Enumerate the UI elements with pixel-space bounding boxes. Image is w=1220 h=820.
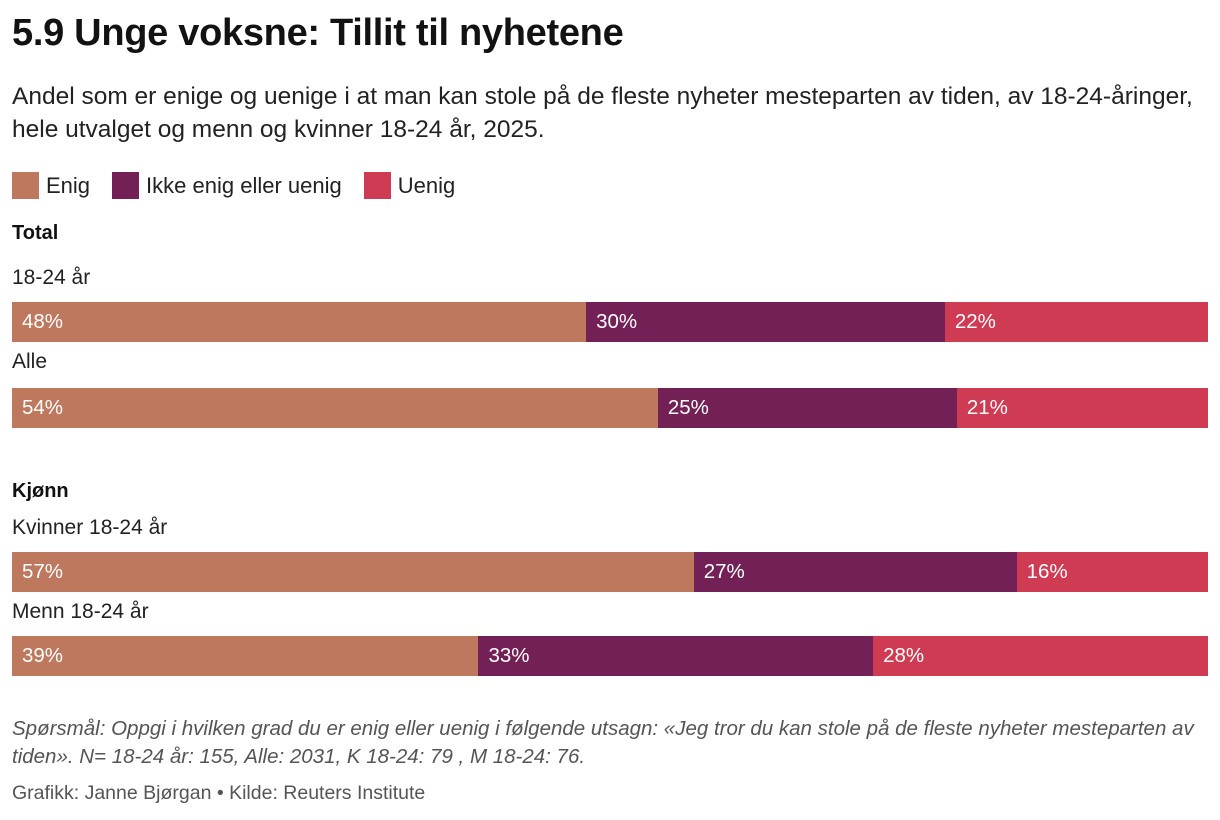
bar-segment-enig: [12, 636, 479, 676]
legend-swatch-ikke-enig-eller-uenig: [112, 172, 140, 199]
legend-item-ikke-enig-eller-uenig: Ikke enig eller uenig: [112, 172, 342, 199]
data-label-ikke-enig-eller-uenig: 27%: [703, 560, 745, 583]
data-label-uenig: 21%: [966, 396, 1008, 419]
data-label-uenig: 28%: [883, 644, 925, 667]
bar-menn-18-24-r: 39% 33% 28%: [12, 636, 1209, 676]
chart-title: 5.9 Unge voksne: Tillit til nyhetene: [12, 12, 624, 54]
legend-swatch-enig: [12, 172, 39, 199]
legend-label-uenig: Uenig: [397, 172, 456, 198]
data-label-uenig: 16%: [1026, 560, 1068, 583]
legend-label-enig: Enig: [46, 172, 91, 198]
row-label-menn-18-24-r: Menn 18-24 år: [12, 600, 149, 623]
credit-line: Grafikk: Janne Bjørgan • Kilde: Reuters …: [12, 782, 426, 804]
chart-subtitle: Andel som er enige og uenige i at man ka…: [12, 83, 1193, 143]
bar-segment-ikke-enig-eller-uenig: [693, 552, 1018, 592]
legend-swatch-uenig: [363, 172, 391, 199]
data-label-uenig: 22%: [954, 310, 996, 333]
legend-item-enig: Enig: [12, 172, 90, 199]
legend: Enig Ikke enig eller uenig Uenig: [12, 172, 477, 199]
data-label-enig: 39%: [22, 644, 64, 667]
legend-label-ikke-enig-eller-uenig: Ikke enig eller uenig: [146, 172, 342, 198]
bar-alle: 54% 25% 21%: [12, 388, 1209, 428]
stacked-bar-chart: Total 18-24 år 48% 30% 22% Alle 54% 25% 21% Kjønn…: [12, 222, 1209, 692]
bar-segment-ikke-enig-eller-uenig: [478, 636, 874, 676]
legend-item-uenig: Uenig: [363, 172, 456, 199]
row-label-kvinner-18-24-r: Kvinner 18-24 år: [12, 516, 168, 539]
data-label-ikke-enig-eller-uenig: 25%: [667, 396, 709, 419]
data-label-ikke-enig-eller-uenig: 33%: [488, 644, 530, 667]
bar-segment-uenig: [956, 388, 1209, 428]
bar-kvinner-18-24-r: 57% 27% 16%: [12, 552, 1209, 592]
data-label-enig: 54%: [22, 396, 64, 419]
bar-segment-enig: [12, 552, 695, 592]
bar-18-24-r: 48% 30% 22%: [12, 302, 1209, 342]
group-title-kj-nn: Kjønn: [12, 480, 69, 502]
group-title-total: Total: [12, 222, 59, 244]
data-label-enig: 48%: [22, 310, 64, 333]
bar-segment-ikke-enig-eller-uenig: [657, 388, 958, 428]
bar-segment-ikke-enig-eller-uenig: [586, 302, 946, 342]
bar-segment-enig: [12, 302, 587, 342]
bar-segment-uenig: [873, 636, 1209, 676]
data-label-enig: 57%: [22, 560, 64, 583]
bar-segment-uenig: [944, 302, 1209, 342]
row-label-18-24-r: 18-24 år: [12, 266, 91, 289]
bar-segment-enig: [12, 388, 659, 428]
bar-segment-uenig: [1016, 552, 1209, 592]
footnote: Spørsmål: Oppgi i hvilken grad du er eni…: [12, 717, 1194, 768]
row-label-alle: Alle: [12, 350, 48, 373]
data-label-ikke-enig-eller-uenig: 30%: [596, 310, 638, 333]
